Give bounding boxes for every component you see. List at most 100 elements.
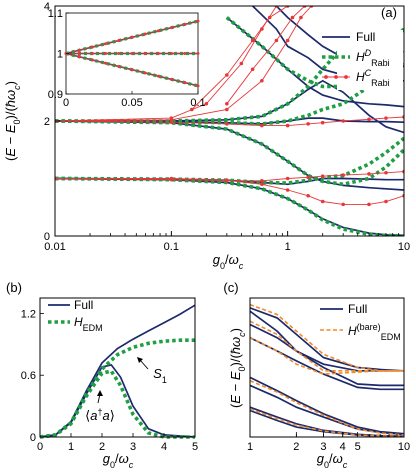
series-b-full-s1 [39,304,196,438]
rabi-c-marker [260,78,264,83]
rabi-c-marker [306,122,310,126]
inset-marker [183,52,187,55]
inset-marker [143,32,147,36]
axes-frame-b [39,297,196,438]
inset-marker [90,58,94,62]
series-hdrabi-level-1 [55,136,404,185]
inset-marker [143,71,147,75]
x-tick-label-b: 5 [192,441,198,453]
x-axis-label-b: g0/ωc [103,451,134,470]
series-c-full-level-3 [250,336,404,391]
arrow-s1 [139,359,149,370]
inset-marker [170,26,174,30]
rabi-c-marker [225,101,229,106]
inset-y-tick-label: 1 [57,49,63,61]
rabi-c-marker [384,170,388,175]
series-hdrabi-level-4 [55,38,404,123]
x-tick-label-b: 3 [130,441,136,453]
inset-marker [170,77,174,81]
inset-marker [183,81,187,85]
series-full-level-5 [226,16,404,108]
annotation-s1: S1 [153,366,167,385]
rabi-c-marker [341,173,345,177]
rabi-c-marker [299,15,303,20]
axes-frame-c [249,297,405,438]
inset-y-tick-label: 0.9 [48,89,63,101]
inset-marker [104,42,108,46]
plot-area-a [55,6,404,236]
y-axis-label-a: (E − E0)/(ħωc) [3,81,22,161]
rabi-c-marker [250,67,255,72]
panel-label-a: (a) [381,5,397,20]
annotations-b: S1 ⟨a†a⟩ [85,357,167,423]
x-axis-label-c: g0/ωc [317,451,348,470]
inset-marker [117,39,121,43]
x-axis-label-a: g0/ωc [213,252,244,271]
series-hdrabi-level-3 [55,50,404,126]
x-tick-label-c: 1 [247,441,253,453]
panel-label-c: (c) [223,280,238,295]
series-c-bare-level-3 [250,379,404,436]
series-c-bare-level-0 [250,303,404,372]
rabi-c-marker [341,202,345,207]
rabi-c-marker [239,61,244,66]
x-tick-label-a: 0.01 [44,241,65,253]
series-full-level-0 [55,177,404,236]
series-b-edm-s1 [39,338,195,439]
legend-b: Full HEDM [48,298,103,333]
rabi-c-marker [367,202,371,207]
inset-marker [77,52,81,55]
rabi-c-marker [384,116,388,120]
rabi-c-marker [320,120,325,125]
y-tick-label-a: 2 [44,116,50,128]
x-tick-label-c: 4 [340,441,346,453]
x-tick-label-b: 1 [68,441,74,453]
x-tick-label-b: 0 [37,441,43,453]
rabi-c-marker [285,176,290,181]
inset-marker [196,84,200,88]
rabi-c-marker [306,175,310,180]
arrow-ada-head [97,390,103,396]
rabi-c-marker [290,15,295,20]
inset-marker [104,61,108,65]
rabi-c-marker [190,107,194,112]
inset-x-tick-label: 0.05 [121,97,142,109]
rabi-c-marker [225,122,229,126]
rabi-c-marker [367,172,371,176]
inset-marker [156,29,160,33]
rabi-c-marker [169,116,174,120]
legend-label-hc-a: HCRabi [356,68,390,88]
rabi-c-marker [260,182,264,187]
inset-marker [90,45,94,49]
inset-marker [104,52,108,55]
x-tick-label-c: 5 [355,441,361,453]
rabi-c-marker [285,188,290,192]
series-hcrabi-level-6 [226,6,306,105]
inset-x-tick-label: 0 [63,97,69,109]
x-tick-label-a: 1 [285,241,291,253]
legend-box-a [337,30,403,90]
y-tick-label-a: 4 [44,1,50,13]
rabi-c-marker [250,38,255,43]
series-b-full-ada [39,363,196,438]
series-hdrabi-level-0 [55,176,404,236]
series-b-edm-ada [39,369,195,439]
legend-label-c-full: Full [348,302,367,316]
legend-marker-a [334,75,338,79]
inset-marker [196,52,200,55]
x-tick-label-a: 10 [398,241,410,253]
legend-label-hd-a: HDRabi [356,48,390,68]
rabi-c-marker [225,73,229,77]
legend-label-b-edm: HEDM [74,315,103,333]
legend-label-c-bare: H(bare)EDM [348,322,401,342]
panel-c: 1 2 3 4 5 10 g0/ωc (E − E0)/(ħωc) (c) Full H(bare)… [223,280,410,470]
x-tick-label-a: 0.1 [164,241,179,253]
legend-label-full-a: Full [356,30,375,44]
rabi-c-marker [341,119,345,123]
y-axis-label-c: (E − E0)/(ħωc) [228,328,247,408]
rabi-c-marker [204,101,209,106]
arrow-s1-head [137,357,143,363]
y-tick-label-b: 0 [30,432,36,444]
series-c-full-level-0 [250,307,404,372]
